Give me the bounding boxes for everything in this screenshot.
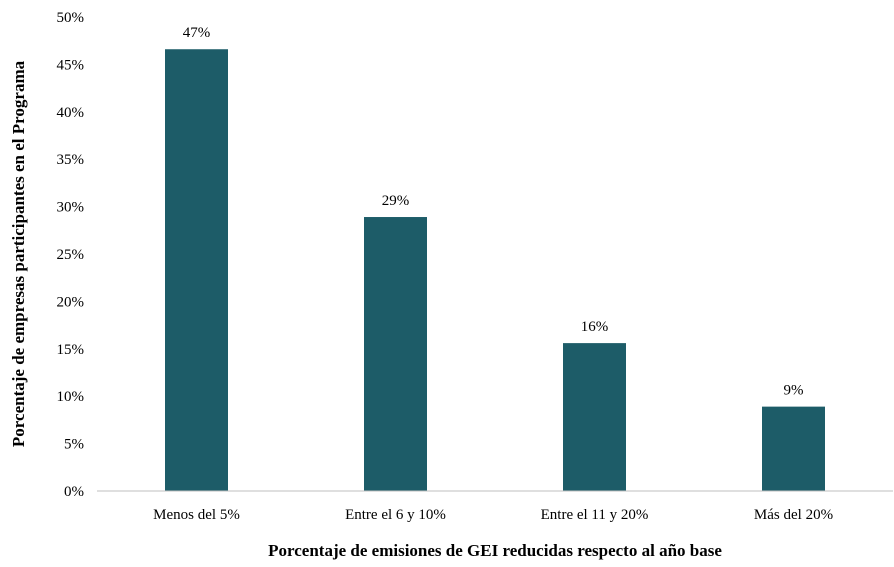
bar <box>165 49 228 492</box>
x-category-label: Entre el 11 y 20% <box>541 507 649 523</box>
x-category-label: Entre el 6 y 10% <box>345 507 446 523</box>
y-tick-label: 0% <box>64 484 84 500</box>
data-label: 47% <box>183 25 211 41</box>
y-axis-title: Porcentaje de empresas participantes en … <box>9 60 28 447</box>
y-tick-label: 5% <box>64 437 84 453</box>
x-category-label: Más del 20% <box>754 507 833 523</box>
y-axis-ticks: 0% 5% 10% 15% 20% 25% 30% 35% 40% 45% 50% <box>57 10 85 500</box>
y-tick-label: 15% <box>57 342 85 358</box>
y-tick-label: 10% <box>57 389 85 405</box>
y-tick-label: 50% <box>57 10 85 26</box>
data-label: 29% <box>382 193 410 209</box>
x-axis-title: Porcentaje de emisiones de GEI reducidas… <box>268 541 722 560</box>
data-label: 16% <box>581 319 609 335</box>
y-tick-label: 40% <box>57 105 85 121</box>
bar <box>563 343 626 491</box>
bar <box>364 217 427 491</box>
data-labels-group: 47% 29% 16% 9% <box>183 25 804 398</box>
bar <box>762 406 825 491</box>
y-tick-label: 25% <box>57 247 85 263</box>
data-label: 9% <box>784 383 804 399</box>
x-category-label: Menos del 5% <box>153 507 240 523</box>
bars-group <box>165 49 825 492</box>
y-tick-label: 20% <box>57 294 85 310</box>
x-axis-categories: Menos del 5% Entre el 6 y 10% Entre el 11 … <box>153 507 833 523</box>
y-tick-label: 35% <box>57 152 85 168</box>
y-tick-label: 45% <box>57 57 85 73</box>
y-tick-label: 30% <box>57 200 85 216</box>
